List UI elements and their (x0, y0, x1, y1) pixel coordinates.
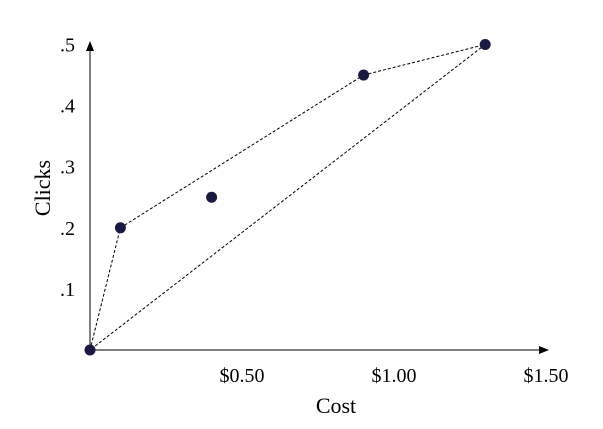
y-tick-label: .2 (60, 218, 75, 240)
x-tick-label: $0.50 (220, 365, 265, 387)
x-axis-label: Cost (316, 393, 356, 418)
y-tick-label: .1 (60, 279, 75, 301)
data-point (114, 222, 126, 234)
data-point (358, 69, 370, 81)
hull-segment (120, 74, 364, 229)
y-tick-label: .5 (60, 35, 75, 57)
x-tick-labels: $0.50 $1.00 $1.50 (220, 365, 569, 387)
data-points (84, 39, 491, 356)
x-tick-label: $1.00 (372, 365, 417, 387)
hull-segment (89, 227, 121, 351)
y-tick-label: .4 (60, 96, 75, 118)
hull-segment (363, 44, 486, 76)
hull-segment (89, 44, 486, 351)
y-tick-labels: .1 .2 .3 .4 .5 (60, 35, 75, 301)
convex-hull (89, 44, 486, 351)
data-point (479, 39, 491, 50)
x-tick-label: $1.50 (524, 365, 569, 387)
data-point (206, 191, 218, 203)
axes (86, 41, 549, 354)
y-tick-label: .3 (60, 157, 75, 179)
y-axis-label: Clicks (30, 160, 55, 216)
data-point (84, 344, 96, 356)
